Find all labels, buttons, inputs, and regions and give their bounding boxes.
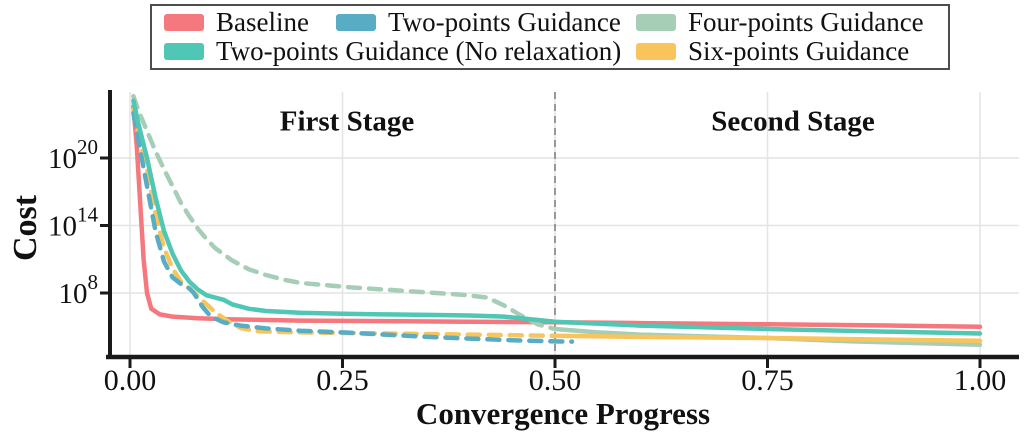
legend-item-six_points: Six-points Guidance: [636, 38, 944, 65]
annotation-first-stage: First Stage: [279, 105, 415, 138]
legend-swatch-two_points_no_relax: [164, 43, 204, 60]
series-line-six_points: [131, 107, 558, 339]
legend-swatch-six_points: [636, 43, 676, 60]
x-tick-label: 0.25: [316, 364, 369, 397]
legend-label: Four-points Guidance: [688, 7, 924, 37]
legend-swatch-four_points: [636, 14, 676, 31]
y-tick-label: 108: [59, 270, 99, 310]
x-tick-label: 0.50: [529, 364, 582, 397]
x-tick-label: 0.75: [741, 364, 794, 397]
x-tick-label: 0.00: [104, 364, 157, 397]
legend: Baseline Two-points Guidance Four-points G…: [150, 4, 950, 70]
legend-swatch-baseline: [164, 14, 204, 31]
x-tick-label: 1.00: [954, 364, 1007, 397]
y-axis-title: Cost: [7, 194, 44, 262]
legend-label: Two-points Guidance (No relaxation): [216, 36, 622, 66]
legend-swatch-two_points: [336, 14, 376, 31]
legend-label: Baseline: [216, 7, 309, 37]
series-line-four_points: [131, 93, 558, 332]
series-line-two_points: [131, 110, 575, 344]
legend-item-two_points_no_relax: Two-points Guidance (No relaxation): [164, 38, 636, 65]
legend-item-two_points: Two-points Guidance: [336, 9, 636, 36]
legend-label: Two-points Guidance: [388, 7, 621, 37]
legend-label: Six-points Guidance: [688, 36, 910, 66]
x-axis-title: Convergence Progress: [415, 396, 711, 431]
y-tick-label: 1020: [48, 135, 98, 175]
legend-item-baseline: Baseline: [164, 9, 336, 36]
series-line-six_points: [552, 333, 983, 344]
y-tick-label: 1014: [48, 203, 99, 243]
legend-item-four_points: Four-points Guidance: [636, 9, 944, 36]
series-line-two_points_no_relax: [131, 98, 983, 336]
annotation-second-stage: Second Stage: [711, 105, 875, 138]
